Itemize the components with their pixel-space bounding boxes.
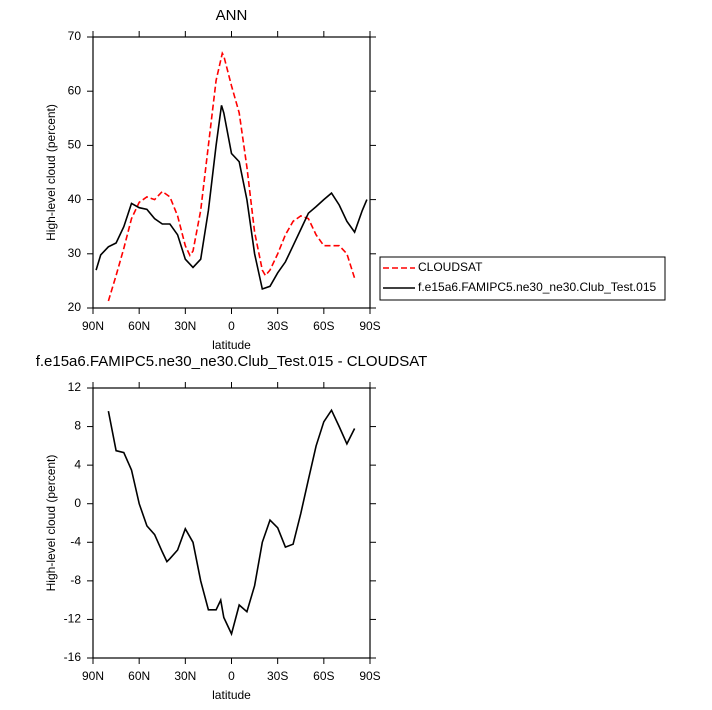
- data-line: [107, 51, 356, 302]
- y-tick-label: 70: [68, 29, 82, 43]
- x-tick-label: 30S: [267, 669, 288, 683]
- x-tick-label: 60S: [313, 669, 334, 683]
- y-tick-label: -8: [70, 573, 81, 587]
- x-tick-label: 0: [228, 669, 235, 683]
- x-tick-label: 30S: [267, 319, 288, 333]
- plot-frame: [92, 36, 371, 309]
- y-tick-label: 0: [74, 496, 81, 510]
- legend-label: CLOUDSAT: [418, 260, 483, 274]
- y-tick-label: -16: [64, 650, 82, 664]
- y-tick-label: 60: [68, 83, 82, 97]
- y-tick-label: -4: [70, 534, 81, 548]
- y-axis-label: High-level cloud (percent): [44, 104, 58, 241]
- y-axis-label: High-level cloud (percent): [44, 455, 58, 592]
- x-tick-label: 60S: [313, 319, 334, 333]
- x-tick-label: 30N: [174, 319, 196, 333]
- legend-box: [379, 256, 666, 301]
- data-line: [107, 408, 356, 637]
- y-tick-label: 4: [74, 457, 81, 471]
- x-tick-label: 60N: [128, 669, 150, 683]
- y-tick-label: 12: [68, 380, 82, 394]
- chart-title: f.e15a6.FAMIPC5.ne30_ne30.Club_Test.015 …: [36, 353, 428, 370]
- legend: CLOUDSAT f.e15a6.FAMIPC5.ne30_ne30.Club_T…: [379, 256, 666, 301]
- x-axis-label: latitude: [212, 688, 251, 702]
- x-tick-label: 90N: [82, 669, 104, 683]
- y-tick-label: 20: [68, 300, 82, 314]
- x-tick-label: 90N: [82, 319, 104, 333]
- legend-label: f.e15a6.FAMIPC5.ne30_ne30.Club_Test.015: [418, 280, 656, 294]
- x-tick-label: 90S: [359, 319, 380, 333]
- y-tick-label: 50: [68, 138, 82, 152]
- y-tick-label: 40: [68, 192, 82, 206]
- data-line: [95, 105, 368, 291]
- y-tick-label: 8: [74, 419, 81, 433]
- x-tick-label: 30N: [174, 669, 196, 683]
- x-tick-label: 0: [228, 319, 235, 333]
- chart-title: ANN: [216, 7, 248, 24]
- y-tick-label: -12: [64, 612, 82, 626]
- plot-frame: [92, 387, 371, 659]
- x-tick-label: 60N: [128, 319, 150, 333]
- y-tick-label: 30: [68, 246, 82, 260]
- x-axis-label: latitude: [212, 338, 251, 352]
- x-tick-label: 90S: [359, 669, 380, 683]
